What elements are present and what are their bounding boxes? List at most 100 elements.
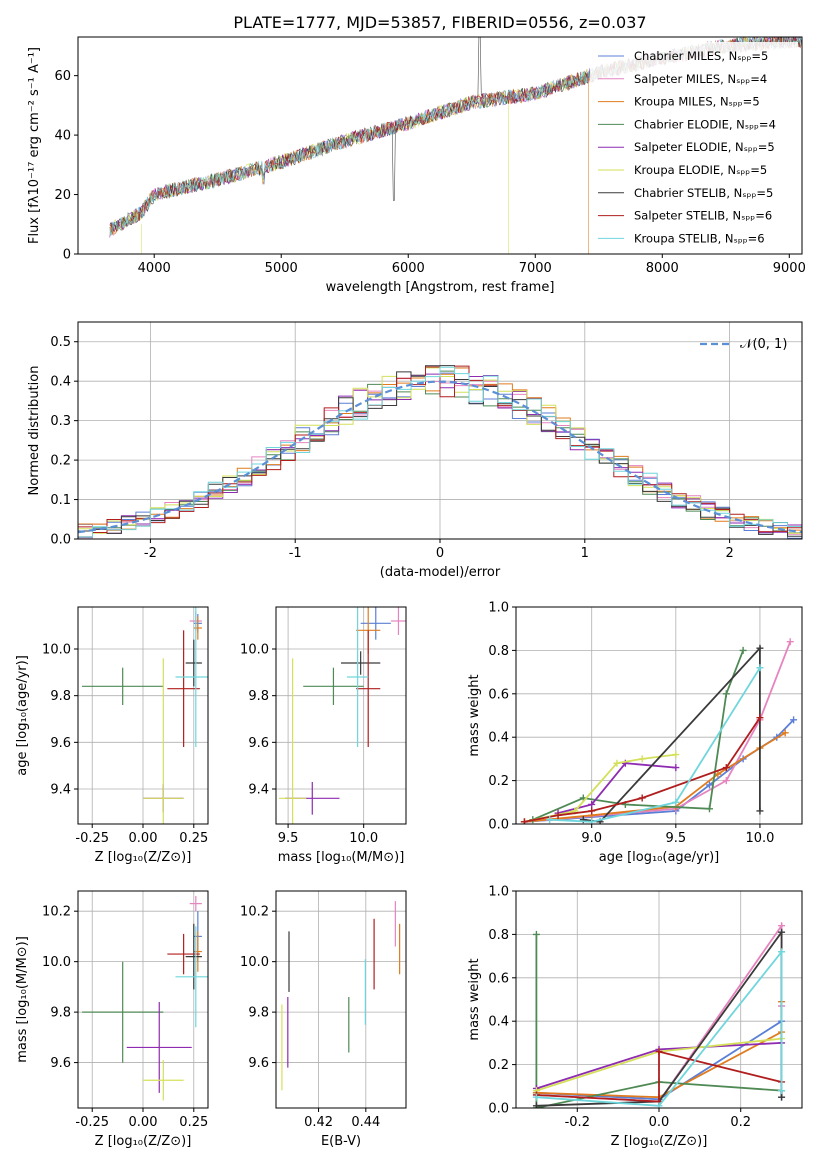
data-point-marker [705,781,713,789]
y-tick-label: 10.0 [240,643,269,658]
y-tick-label: 0.2 [488,1058,509,1073]
y-tick-label: 0.2 [488,774,509,789]
data-point-marker [672,764,680,772]
mass-weight-vs-metallicity-panel: -0.2 0.0 0.2 0.0 0.2 0.4 0.6 0.8 1.0 Z [log₁₀(Z/Z… [467,885,803,1149]
x-tick-label: -1 [289,546,302,561]
y-axis-label: Normed distribution [27,366,42,496]
mass-weight-line [535,934,782,1108]
y-tick-label: 0.6 [488,687,509,702]
data-point-marker [588,800,596,808]
y-tick-label: 9.8 [50,1006,71,1021]
legend-label: Kroupa STELIB, Nₛₚₚ=6 [634,231,765,245]
data-point-marker [588,807,596,815]
legend-label: Chabrier ELODIE, Nₛₚₚ=4 [634,117,776,131]
axes-frame [515,606,803,825]
x-tick-label: 10.0 [745,831,774,846]
gridlines [276,891,406,1108]
y-axis-label: mass [log₁₀(M/M⊙)] [15,936,30,1063]
x-tick-label: -0.25 [75,1115,109,1130]
y-tick-label: 0.3 [50,414,71,429]
legend-label: Salpeter ELODIE, Nₛₚₚ=5 [634,140,775,154]
data-point-marker [532,1093,540,1101]
y-axis-label: mass weight [467,958,482,1040]
y-tick-label: 9.8 [50,689,71,704]
mass-weight-line [524,719,795,823]
y-tick-label: 10.2 [240,905,269,920]
legend-background [590,42,798,249]
x-tick-label: 0.25 [179,831,208,846]
x-axis-label: Z [log₁₀(Z/Z⊙)] [95,850,192,865]
y-tick-label: 0.0 [488,1102,509,1117]
mass-vs-metallicity-panel: -0.25 0.00 0.25 9.6 9.8 10.0 10.2 Z [log₁₀(Z/Z⊙… [15,890,209,1149]
x-axis-label: wavelength [Angstrom, rest frame] [326,280,555,295]
data-point-marker [672,751,680,759]
residual-histogram-panel: -2 -1 0 1 2 0.0 0.1 0.2 0.3 0.4 0.5 (data-model)/er… [27,321,803,580]
gridlines [78,891,208,1108]
data-point-marker [520,818,528,824]
y-tick-label: 0.4 [488,731,509,746]
plot-area [78,365,802,539]
data-point-marker [778,922,786,930]
x-tick-label: -0.25 [75,831,109,846]
data-point-marker [722,764,730,772]
y-tick-label: 0.0 [488,818,509,833]
axes-frame [275,890,407,1109]
y-tick-label: 9.6 [248,1056,269,1071]
y-tick-label: 0.0 [50,533,71,548]
legend-label: Kroupa ELODIE, Nₛₚₚ=5 [634,163,767,177]
plot-area [520,638,798,824]
mass-weight-line [524,717,761,823]
x-tick-label: 2 [725,546,733,561]
y-tick-label: 0.8 [488,928,509,943]
legend-label: Chabrier MILES, Nₛₚₚ=5 [634,49,768,63]
gridlines [276,607,406,824]
y-tick-label: 1.0 [488,885,509,900]
legend-label: Kroupa MILES, Nₛₚₚ=5 [634,95,760,109]
data-point-marker [546,816,554,824]
data-point-marker [778,948,786,956]
legend-label: Salpeter MILES, Nₛₚₚ=4 [634,72,767,86]
y-tick-label: 10.0 [240,955,269,970]
x-tick-label: 0.2 [730,1115,751,1130]
y-tick-label: 9.4 [248,783,269,798]
y-tick-label: 10.0 [42,643,71,658]
x-tick-label: -0.2 [565,1115,590,1130]
y-tick-label: 10.2 [42,905,71,920]
y-tick-label: 0 [63,248,71,263]
mass-vs-extinction-panel: 0.42 0.44 9.6 9.8 10.0 10.2 E(B-V) [240,890,407,1149]
plot-area [82,607,208,824]
y-tick-label: 9.6 [248,736,269,751]
x-tick-label: 1 [581,546,589,561]
x-axis-label: mass [log₁₀(M/M⊙)] [278,850,405,865]
x-tick-label: 9000 [773,261,806,276]
plot-area [532,922,786,1108]
mass-weight-line [536,1050,782,1103]
data-point-marker [613,759,621,767]
data-point-marker [638,755,646,763]
y-tick-label: 0.2 [50,454,71,469]
data-point-marker [672,798,680,806]
legend-label: Salpeter STELIB, Nₛₚₚ=6 [634,209,772,223]
data-point-marker [714,770,722,778]
y-tick-label: 0.4 [50,375,71,390]
x-tick-label: 0.44 [351,1115,380,1130]
y-tick-label: 40 [54,129,71,144]
y-tick-label: 60 [54,69,71,84]
data-point-marker [756,644,764,652]
mass-weight-vs-age-panel: 9.0 9.5 10.0 0.0 0.2 0.4 0.6 0.8 1.0 age [log₁₀(a… [467,601,803,865]
spectrum-panel: 4000 5000 6000 7000 8000 9000 0 20 40 60 wavelengt… [27,36,806,295]
histogram-step [78,365,802,537]
x-tick-label: 0.00 [129,1115,158,1130]
data-point-marker [588,818,596,824]
y-axis-label: age [log₁₀(age/yr)] [15,655,30,776]
x-tick-label: 8000 [646,261,679,276]
data-point-marker [638,794,646,802]
data-point-marker [554,811,562,819]
x-tick-label: 9.5 [665,831,686,846]
age-vs-mass-panel: 9.5 10.0 9.4 9.6 9.8 10.0 mass [log₁₀(M/M⊙)] [240,606,407,865]
data-point-marker [778,1093,786,1101]
data-point-marker [786,638,794,646]
y-tick-label: 20 [54,188,71,203]
y-tick-label: 0.4 [488,1015,509,1030]
